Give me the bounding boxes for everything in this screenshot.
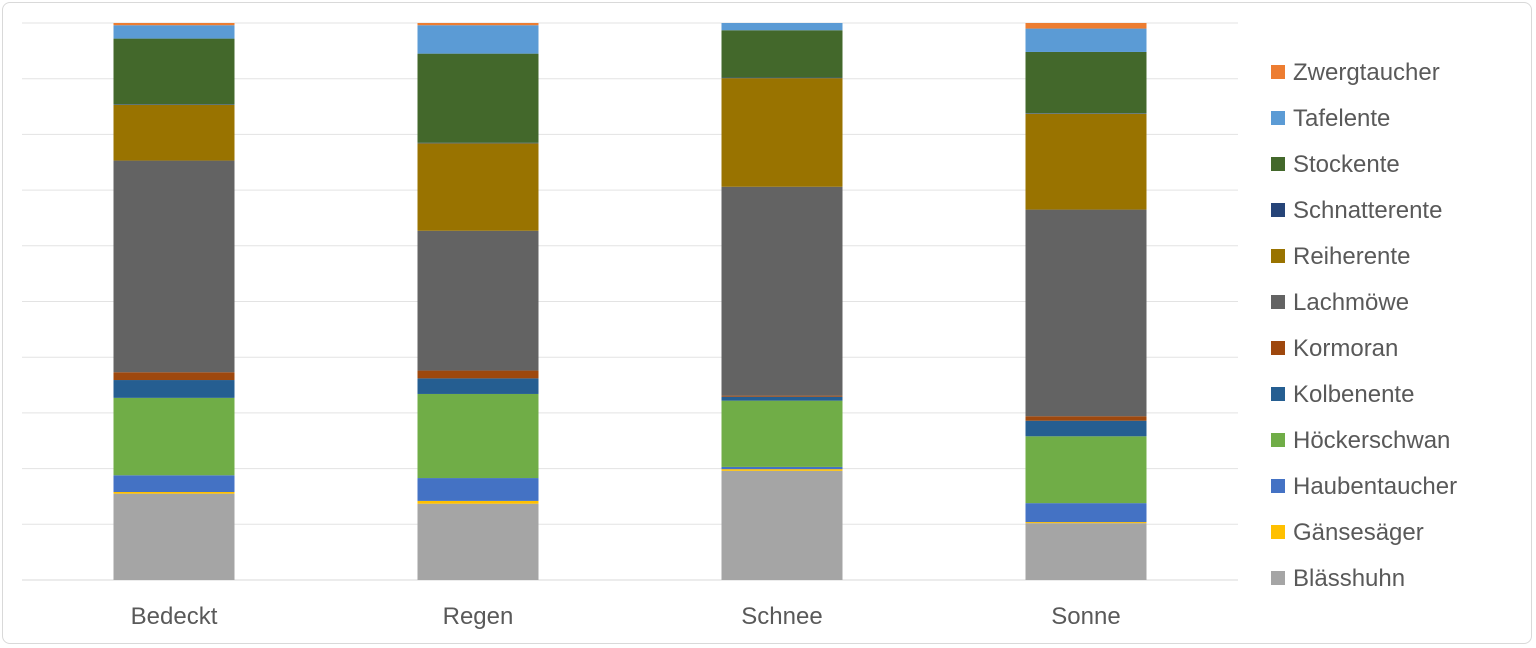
bar-segment: [1025, 113, 1147, 114]
bar-segment: [1025, 420, 1147, 437]
bar-segment: [113, 372, 235, 381]
bar-segment: [1025, 113, 1147, 210]
bar-segment: [417, 143, 539, 231]
legend-label: Schnatterente: [1293, 197, 1442, 224]
bar-segment: [1025, 522, 1147, 524]
x-axis-tick-labels: Bedeckt Regen Schnee Sonne: [131, 603, 1121, 630]
bar-segment: [1025, 28, 1147, 52]
bar-segment: [113, 160, 235, 373]
bar-segment: [113, 397, 235, 476]
bar-segment: [417, 370, 539, 379]
legend-swatch: [1271, 571, 1285, 585]
bar-segment: [113, 493, 235, 580]
bar-segment: [113, 23, 235, 26]
bar-segment: [417, 230, 539, 371]
bar-segment: [721, 78, 843, 187]
legend: Zwergtaucher Tafelente Stockente Schnattere…: [1271, 59, 1457, 592]
bar-segment: [113, 491, 235, 494]
bar-segment: [417, 53, 539, 143]
bar-segment: [113, 38, 235, 105]
legend-swatch: [1271, 387, 1285, 401]
legend-label: Gänsesäger: [1293, 519, 1424, 546]
bar-segment: [417, 503, 539, 580]
legend-swatch: [1271, 111, 1285, 125]
bar-segment: [113, 25, 235, 39]
bar-segment: [1025, 523, 1147, 580]
x-tick-label: Bedeckt: [131, 603, 218, 630]
legend-swatch: [1271, 341, 1285, 355]
legend-swatch: [1271, 65, 1285, 79]
bar-segment: [721, 77, 843, 79]
bar-segment: [721, 470, 843, 580]
bar-segment: [721, 23, 843, 31]
legend-swatch: [1271, 157, 1285, 171]
bar-segment: [113, 475, 235, 492]
bar-segment: [417, 478, 539, 501]
legend-swatch: [1271, 295, 1285, 309]
bar-segment: [113, 380, 235, 398]
legend-label: Haubentaucher: [1293, 473, 1457, 500]
bar-segment: [1025, 416, 1147, 421]
bar-segment: [417, 25, 539, 54]
legend-swatch: [1271, 203, 1285, 217]
legend-label: Zwergtaucher: [1293, 59, 1440, 86]
legend-label: Tafelente: [1293, 105, 1390, 132]
legend-label: Reiherente: [1293, 243, 1410, 270]
bars: [113, 23, 1147, 580]
bar-segment: [721, 396, 843, 401]
x-tick-label: Schnee: [741, 603, 822, 630]
legend-label: Kormoran: [1293, 335, 1398, 362]
bar-segment: [417, 378, 539, 394]
bar-segment: [721, 466, 843, 470]
bar-segment: [1025, 209, 1147, 417]
bar-segment: [1025, 503, 1147, 523]
bar-segment: [113, 104, 235, 161]
legend-label: Lachmöwe: [1293, 289, 1409, 316]
x-tick-label: Sonne: [1051, 603, 1120, 630]
bar-segment: [721, 30, 843, 78]
bar-segment: [721, 186, 843, 396]
legend-swatch: [1271, 479, 1285, 493]
bar-segment: [1025, 51, 1147, 114]
bar-segment: [1025, 436, 1147, 504]
bar-segment: [721, 400, 843, 467]
bar-segment: [721, 469, 843, 471]
legend-label: Höckerschwan: [1293, 427, 1450, 454]
legend-label: Stockente: [1293, 151, 1400, 178]
bar-segment: [417, 500, 539, 504]
legend-swatch: [1271, 249, 1285, 263]
x-tick-label: Regen: [443, 603, 514, 630]
bar-segment: [113, 104, 235, 105]
bar-segment: [417, 23, 539, 26]
legend-swatch: [1271, 525, 1285, 539]
legend-swatch: [1271, 433, 1285, 447]
bar-segment: [721, 395, 843, 397]
bar-segment: [417, 393, 539, 479]
legend-label: Blässhuhn: [1293, 565, 1405, 592]
bar-segment: [417, 142, 539, 144]
bar-segment: [1025, 23, 1147, 29]
legend-label: Kolbenente: [1293, 381, 1414, 408]
